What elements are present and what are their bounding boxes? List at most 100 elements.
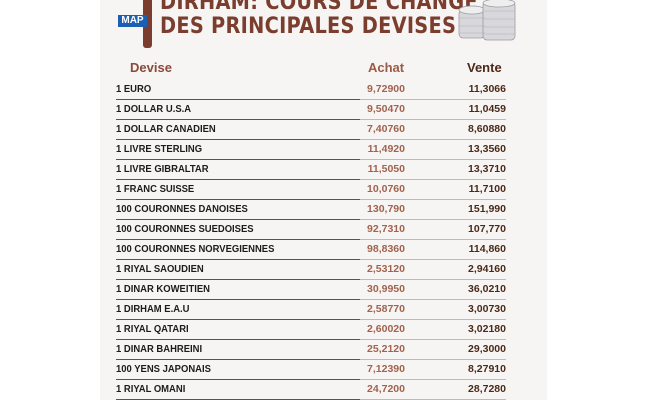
sell-rate: 13,3710 [468,163,506,175]
buy-rate: 9,72900 [367,83,405,95]
currency-name: 1 RIYAL OMANI [116,383,186,395]
row-divider [360,139,506,140]
buy-rate: 25,2120 [367,343,405,355]
currency-name: 100 COURONNES DANOISES [116,203,248,215]
sell-rate: 107,770 [468,223,506,235]
row-divider [116,199,360,200]
table-row: 1 DOLLAR U.S.A 9,50470 11,0459 [116,100,506,120]
table-row: 100 COURONNES NORVEGIENNES 98,8360 114,8… [116,240,506,260]
sell-rate: 29,3000 [468,343,506,355]
buy-rate: 11,5050 [367,163,405,175]
currency-name: 1 RIYAL QATARI [116,323,189,335]
row-divider [116,299,360,300]
table-row: 1 RIYAL OMANI 24,7200 28,7280 [116,380,506,400]
currency-name: 100 YENS JAPONAIS [116,363,211,375]
row-divider [116,119,360,120]
currency-name: 100 COURONNES SUEDOISES [116,223,254,235]
row-divider [360,319,506,320]
sell-rate: 13,3560 [468,143,506,155]
row-divider [116,139,360,140]
sell-rate: 28,7280 [468,383,506,395]
currency-name: 1 DINAR BAHREINI [116,343,203,355]
buy-rate: 24,7200 [367,383,405,395]
table-row: 1 DOLLAR CANADIEN 7,40760 8,60880 [116,120,506,140]
buy-rate: 7,40760 [367,123,405,135]
buy-rate: 10,0760 [367,183,405,195]
table-row: 1 DINAR KOWEITIEN 30,9950 36,0210 [116,280,506,300]
column-header-achat: Achat [368,60,405,75]
row-divider [116,319,360,320]
sell-rate: 3,02180 [468,323,506,335]
sell-rate: 11,0459 [468,103,506,115]
sell-rate: 36,0210 [468,283,506,295]
row-divider [116,339,360,340]
sell-rate: 114,860 [468,243,506,255]
currency-name: 100 COURONNES NORVEGIENNES [116,243,275,255]
currency-name: 1 EURO [116,83,152,95]
row-divider [116,279,360,280]
table-row: 1 DINAR BAHREINI 25,2120 29,3000 [116,340,506,360]
table-row: 1 LIVRE STERLING 11,4920 13,3560 [116,140,506,160]
buy-rate: 2,53120 [367,263,405,275]
buy-rate: 98,8360 [367,243,405,255]
currency-name: 1 FRANC SUISSE [116,183,195,195]
buy-rate: 130,790 [367,203,405,215]
row-divider [116,259,360,260]
sell-rate: 3,00730 [468,303,506,315]
row-divider [360,179,506,180]
row-divider [360,359,506,360]
table-row: 1 EURO 9,72900 11,3066 [116,80,506,100]
table-row: 100 YENS JAPONAIS 7,12390 8,27910 [116,360,506,380]
row-divider [116,359,360,360]
currency-name: 1 LIVRE STERLING [116,143,203,155]
sell-rate: 151,990 [468,203,506,215]
infographic-panel [100,0,547,400]
currency-name: 1 DIRHAM E.A.U [116,303,190,315]
row-divider [116,99,360,100]
coins-icon [458,0,516,41]
buy-rate: 2,58770 [367,303,405,315]
row-divider [360,119,506,120]
row-divider [360,219,506,220]
table-row: 1 RIYAL QATARI 2,60020 3,02180 [116,320,506,340]
currency-name: 1 DINAR KOWEITIEN [116,283,210,295]
row-divider [116,239,360,240]
row-divider [360,259,506,260]
row-divider [116,219,360,220]
table-row: 1 RIYAL SAOUDIEN 2,53120 2,94160 [116,260,506,280]
title-line-2: DES PRINCIPALES DEVISES [160,14,457,39]
column-header-vente: Vente [467,60,502,75]
table-row: 100 COURONNES DANOISES 130,790 151,990 [116,200,506,220]
buy-rate: 2,60020 [367,323,405,335]
row-divider [360,299,506,300]
table-row: 1 FRANC SUISSE 10,0760 11,7100 [116,180,506,200]
table-row: 1 DIRHAM E.A.U 2,58770 3,00730 [116,300,506,320]
sell-rate: 8,27910 [468,363,506,375]
row-divider [360,239,506,240]
sell-rate: 11,3066 [468,83,506,95]
column-header-devise: Devise [130,60,172,75]
buy-rate: 9,50470 [367,103,405,115]
currency-name: 1 RIYAL SAOUDIEN [116,263,204,275]
row-divider [116,159,360,160]
sell-rate: 11,7100 [468,183,506,195]
currency-name: 1 DOLLAR U.S.A [116,103,192,115]
buy-rate: 7,12390 [367,363,405,375]
row-divider [360,99,506,100]
row-divider [360,199,506,200]
title-line-1: DIRHAM: COURS DE CHANGE [160,0,478,15]
title-accent-bar [143,0,152,48]
row-divider [360,379,506,380]
currency-name: 1 DOLLAR CANADIEN [116,123,216,135]
map-logo: MAP [118,15,147,27]
row-divider [116,379,360,380]
sell-rate: 2,94160 [468,263,506,275]
row-divider [360,279,506,280]
buy-rate: 30,9950 [367,283,405,295]
row-divider [116,179,360,180]
currency-name: 1 LIVRE GIBRALTAR [116,163,209,175]
row-divider [360,339,506,340]
buy-rate: 11,4920 [367,143,405,155]
table-row: 100 COURONNES SUEDOISES 92,7310 107,770 [116,220,506,240]
row-divider [360,159,506,160]
